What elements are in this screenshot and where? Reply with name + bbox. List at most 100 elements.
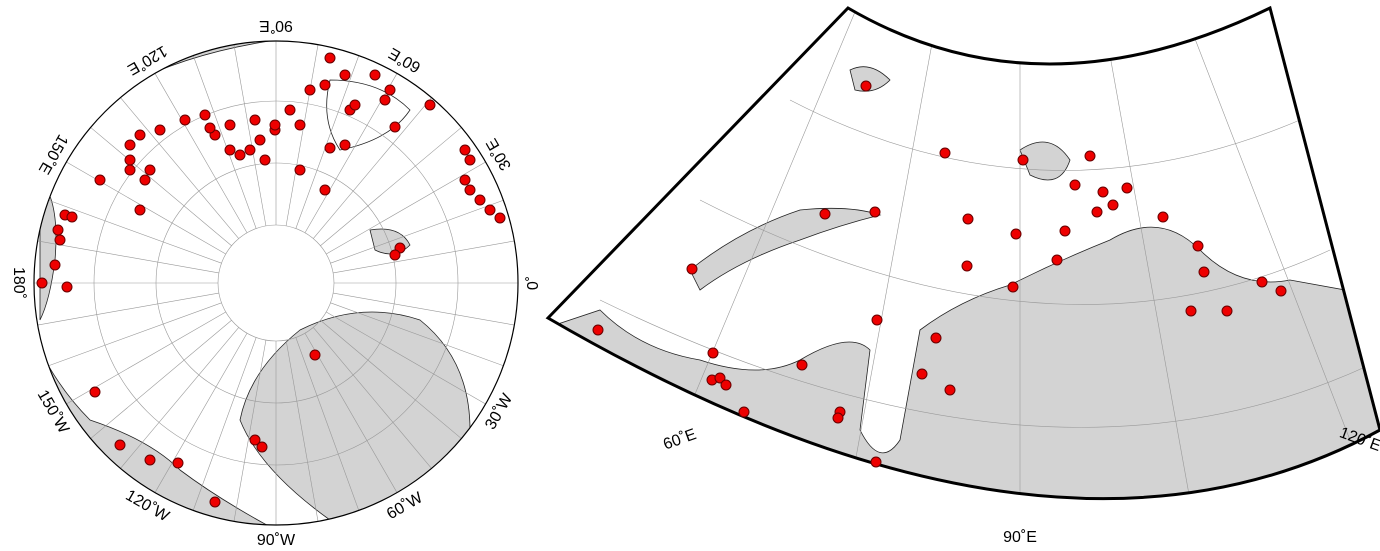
- site-marker: [294, 119, 306, 131]
- site-marker: [154, 124, 166, 136]
- meridian: [233, 44, 267, 226]
- site-marker: [424, 99, 436, 111]
- meridian: [304, 333, 398, 493]
- site-marker: [1275, 285, 1287, 297]
- site-marker: [144, 164, 156, 176]
- site-marker: [94, 174, 106, 186]
- longitude-label: 180˚: [10, 267, 27, 299]
- site-marker: [124, 154, 136, 166]
- site-marker: [234, 149, 246, 161]
- site-marker: [379, 94, 391, 106]
- meridian: [154, 73, 248, 233]
- site-marker: [259, 154, 271, 166]
- site-marker: [144, 454, 156, 466]
- site-marker: [114, 439, 126, 451]
- site-marker: [916, 368, 928, 380]
- meridian: [285, 340, 319, 522]
- site-marker: [389, 121, 401, 133]
- meridian: [48, 302, 222, 367]
- meridian: [320, 127, 462, 246]
- site-marker: [124, 139, 136, 151]
- site-marker: [944, 384, 956, 396]
- meridian: [285, 44, 319, 226]
- site-marker: [1059, 225, 1071, 237]
- longitude-label: 0˚: [525, 276, 542, 290]
- meridian: [90, 320, 232, 439]
- site-marker: [1097, 186, 1109, 198]
- site-marker: [832, 412, 844, 424]
- site-marker: [269, 119, 281, 131]
- site-marker: [339, 139, 351, 151]
- longitude-label: 90˚E: [1003, 529, 1037, 546]
- meridian: [313, 97, 432, 239]
- site-marker: [962, 213, 974, 225]
- site-marker: [179, 114, 191, 126]
- meridian: [313, 327, 432, 469]
- site-marker: [89, 386, 101, 398]
- meridian: [37, 240, 219, 274]
- sites: [36, 52, 506, 508]
- site-marker: [459, 174, 471, 186]
- site-marker: [1051, 254, 1063, 266]
- site-marker: [224, 144, 236, 156]
- site-marker: [1256, 276, 1268, 288]
- site-marker: [1192, 240, 1204, 252]
- site-marker: [1157, 211, 1169, 223]
- site-marker: [1017, 154, 1029, 166]
- site-marker: [52, 224, 64, 236]
- site-marker: [204, 122, 216, 134]
- site-marker: [294, 164, 306, 176]
- meridian: [333, 240, 515, 274]
- meridian: [295, 337, 360, 511]
- site-marker: [256, 441, 268, 453]
- meridian: [120, 97, 239, 239]
- meridian: [333, 292, 515, 326]
- site-marker: [1010, 228, 1022, 240]
- site-marker: [66, 211, 78, 223]
- site-marker: [324, 52, 336, 64]
- meridian: [48, 199, 222, 264]
- meridian: [233, 340, 267, 522]
- site-marker: [1198, 266, 1210, 278]
- site-marker: [254, 134, 266, 146]
- site-marker: [707, 347, 719, 359]
- site-marker: [720, 379, 732, 391]
- meridian: [326, 161, 486, 255]
- site-marker: [1091, 206, 1103, 218]
- site-marker: [319, 184, 331, 196]
- site-marker: [61, 281, 73, 293]
- site-marker: [1221, 305, 1233, 317]
- site-marker: [54, 234, 66, 246]
- site-marker: [36, 277, 48, 289]
- site-marker: [1107, 199, 1119, 211]
- meridian: [120, 327, 239, 469]
- site-marker: [244, 144, 256, 156]
- meridian: [37, 292, 219, 326]
- site-marker: [869, 206, 881, 218]
- site-marker: [474, 194, 486, 206]
- site-marker: [961, 260, 973, 272]
- site-marker: [249, 114, 261, 126]
- site-marker: [139, 174, 151, 186]
- site-marker: [1121, 182, 1133, 194]
- site-marker: [870, 456, 882, 468]
- site-marker: [324, 142, 336, 154]
- site-marker: [199, 109, 211, 121]
- site-marker: [172, 457, 184, 469]
- site-marker: [369, 69, 381, 81]
- meridian: [66, 161, 226, 255]
- graticule: [599, 8, 1380, 499]
- meridian: [154, 333, 248, 493]
- site-marker: [930, 332, 942, 344]
- meridian: [90, 127, 232, 246]
- site-marker: [339, 69, 351, 81]
- graticule: [34, 41, 518, 525]
- meridian: [326, 311, 486, 405]
- site-marker: [319, 79, 331, 91]
- site-marker: [384, 84, 396, 96]
- site-marker: [349, 99, 361, 111]
- site-marker: [124, 164, 136, 176]
- site-marker: [1007, 281, 1019, 293]
- site-marker: [714, 372, 726, 384]
